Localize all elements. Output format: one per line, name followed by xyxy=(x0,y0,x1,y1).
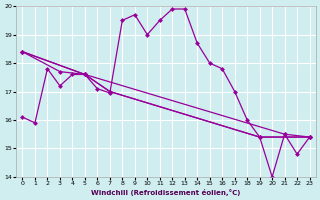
X-axis label: Windchill (Refroidissement éolien,°C): Windchill (Refroidissement éolien,°C) xyxy=(91,189,241,196)
